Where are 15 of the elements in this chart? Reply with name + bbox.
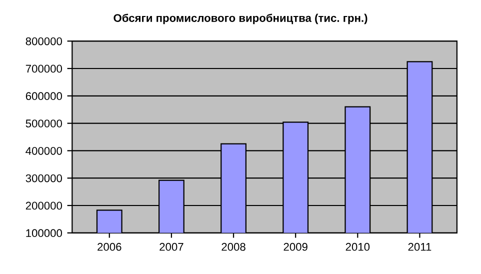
x-tick-label: 2007 <box>160 242 184 251</box>
y-tick-label: 600000 <box>26 92 62 100</box>
y-tick-label: 100000 <box>26 229 62 238</box>
x-tick-label: 2006 <box>98 242 122 251</box>
x-tick-label: 2010 <box>346 242 370 251</box>
x-tick-label: 2011 <box>408 242 432 251</box>
chart-title: Обсяги промислового виробництва (тис. грн.) <box>114 14 368 24</box>
y-tick-label: 300000 <box>26 174 62 182</box>
y-tick-label: 700000 <box>26 64 62 73</box>
x-tick-label: 2009 <box>284 242 308 251</box>
y-tick-label: 500000 <box>26 120 62 128</box>
y-tick-label: 800000 <box>26 37 62 46</box>
x-tick-label: 2008 <box>222 242 246 251</box>
y-tick-label: 400000 <box>26 146 62 155</box>
y-tick-label: 200000 <box>26 202 62 210</box>
